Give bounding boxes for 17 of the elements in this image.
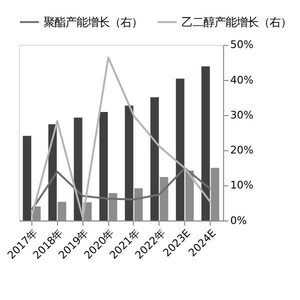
bar <box>150 97 159 221</box>
bar <box>124 106 134 221</box>
y-tick-label: 10% <box>230 180 254 192</box>
y-tick-label: 20% <box>230 144 254 157</box>
bar <box>22 136 32 221</box>
y-tick-label: 0% <box>230 214 247 227</box>
y-tick-label: 50% <box>230 39 254 52</box>
legend-label: 聚酯产能增长（右） <box>44 14 143 29</box>
bar <box>201 66 210 221</box>
y-tick-label: 40% <box>230 74 254 86</box>
bar <box>176 78 184 221</box>
bar <box>99 112 108 221</box>
line-series <box>30 56 212 219</box>
y-tick-label: 30% <box>230 109 254 122</box>
bar <box>74 118 82 221</box>
legend-label: 乙二醇产能增长（右） <box>181 14 292 29</box>
line-series <box>30 167 212 211</box>
